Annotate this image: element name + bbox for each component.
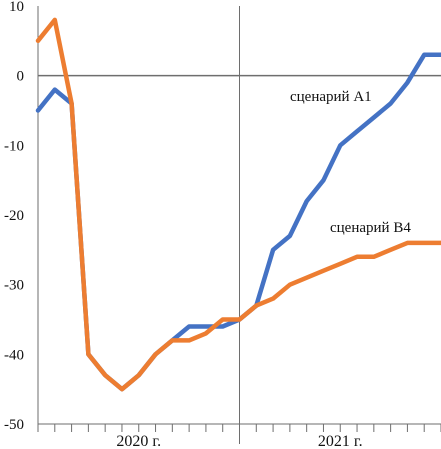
y-tick-label: -20	[4, 208, 24, 224]
series-label-scenario-a1: сценарий А1	[290, 89, 372, 105]
y-tick-label: 0	[17, 69, 25, 85]
y-tick-label: -30	[4, 278, 24, 294]
series-lines	[35, 17, 441, 392]
series-line-scenario-b4	[35, 17, 441, 392]
y-tick-label: -40	[4, 347, 24, 363]
x-axis-group-labels: 2020 г. 2021 г.	[116, 433, 362, 449]
y-tick-label: -50	[4, 417, 24, 433]
y-tick-label: 10	[9, 0, 24, 15]
y-axis-tick-labels: 10 0 -10 -20 -30 -40 -50	[4, 0, 24, 433]
axes	[37, 6, 441, 444]
x-group-label: 2020 г.	[116, 433, 161, 449]
x-group-label: 2021 г.	[318, 433, 363, 449]
series-label-scenario-b4: сценарий В4	[330, 220, 411, 236]
y-tick-label: -10	[4, 138, 24, 154]
